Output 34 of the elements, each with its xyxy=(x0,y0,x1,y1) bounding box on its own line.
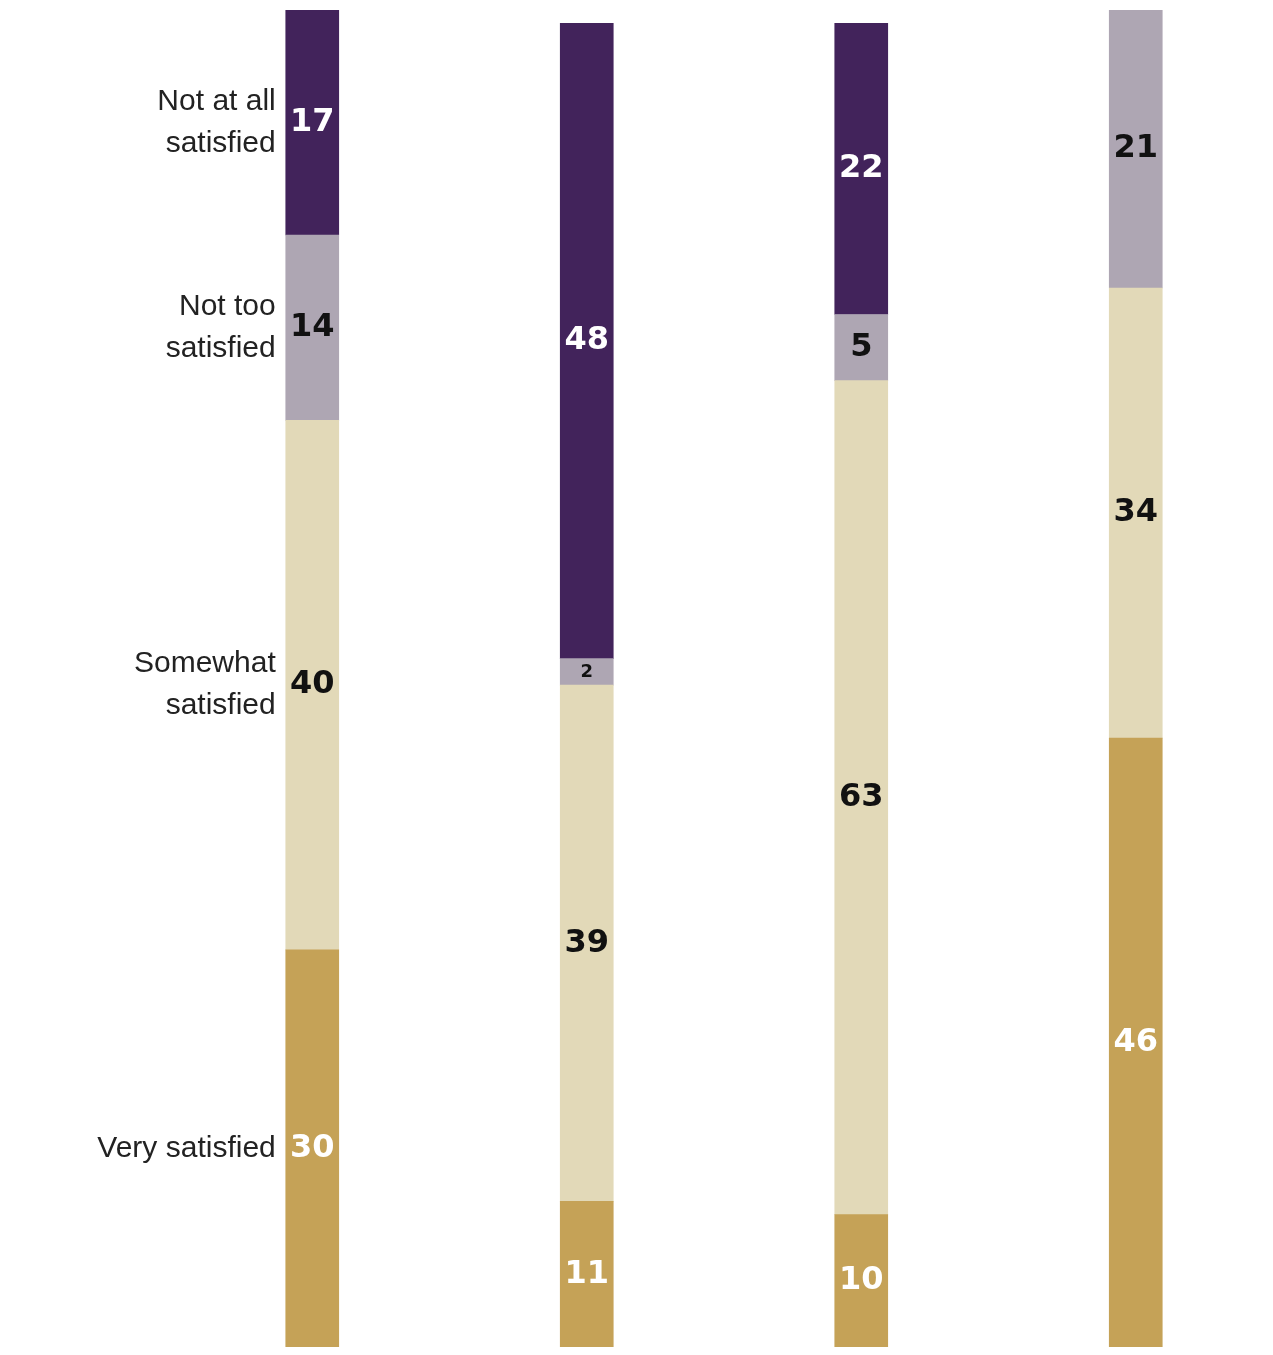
series-label: Not too satisfied xyxy=(165,287,276,363)
data-label: 48 xyxy=(564,319,610,358)
bar xyxy=(285,949,340,1347)
data-label: 46 xyxy=(1113,1020,1159,1059)
bar xyxy=(559,684,614,1202)
series-label: Somewhat satisfied xyxy=(134,645,277,721)
bar xyxy=(285,420,340,951)
bar xyxy=(285,234,340,421)
data-label: 11 xyxy=(564,1252,610,1291)
data-label: 5 xyxy=(850,325,873,364)
data-label: 40 xyxy=(289,663,335,702)
data-label: 14 xyxy=(289,306,335,345)
bar xyxy=(834,1214,889,1347)
data-label: 63 xyxy=(838,775,884,814)
series-label: Not at all satisfied xyxy=(157,82,276,158)
data-label: 21 xyxy=(1113,127,1159,166)
bar xyxy=(1108,287,1163,739)
bar xyxy=(559,658,614,686)
data-label: 30 xyxy=(289,1126,335,1165)
bar xyxy=(559,22,614,659)
bar xyxy=(834,314,889,381)
data-label: 10 xyxy=(838,1259,884,1298)
data-label: 2 xyxy=(580,659,594,681)
bar xyxy=(1108,10,1163,289)
bar xyxy=(1108,737,1163,1347)
data-label: 22 xyxy=(838,147,884,186)
data-label: 39 xyxy=(564,921,610,960)
bar xyxy=(285,10,340,236)
data-label: 34 xyxy=(1113,491,1159,530)
series-label: Very satisfied xyxy=(97,1129,276,1163)
data-label: 17 xyxy=(289,100,335,139)
bar xyxy=(834,22,889,315)
bar xyxy=(834,380,889,1215)
bar xyxy=(559,1201,614,1347)
